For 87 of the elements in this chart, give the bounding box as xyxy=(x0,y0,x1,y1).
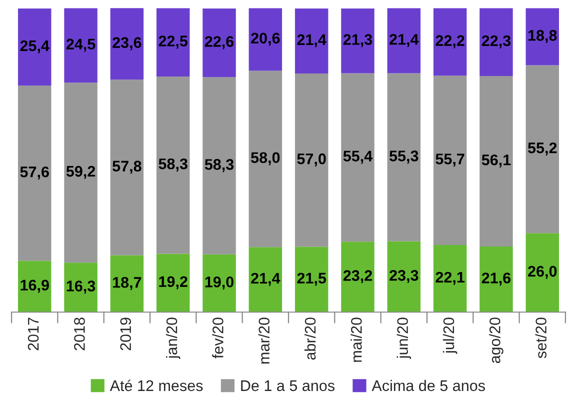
data-label: 23,2 xyxy=(343,270,372,284)
data-label: 21,5 xyxy=(297,272,326,286)
bar xyxy=(294,246,328,312)
bar xyxy=(480,8,513,76)
bar xyxy=(202,77,236,254)
bar xyxy=(526,233,559,312)
data-label: 57,6 xyxy=(20,166,49,180)
bar xyxy=(433,8,467,76)
bar xyxy=(248,70,282,248)
bar xyxy=(110,80,144,256)
data-label: 55,7 xyxy=(436,154,464,167)
data-label: 58,0 xyxy=(251,152,280,166)
bar xyxy=(64,262,98,312)
bar xyxy=(64,8,98,83)
x-tick-label: jun/20 xyxy=(396,318,412,359)
data-label: 25,4 xyxy=(20,40,50,54)
x-tick-label: abr/20 xyxy=(304,318,316,360)
bar xyxy=(480,76,513,246)
x-tick-label: mar/20 xyxy=(258,318,270,364)
legend-label: De 1 a 5 anos xyxy=(241,380,334,392)
data-label: 59,2 xyxy=(66,166,96,179)
bar xyxy=(248,247,282,312)
x-tick-label: fev/20 xyxy=(212,318,224,358)
data-label: 24,5 xyxy=(66,38,96,52)
bar xyxy=(18,86,52,261)
data-label: 58,3 xyxy=(204,159,234,172)
data-label: 57,0 xyxy=(297,153,326,166)
data-label: 22,5 xyxy=(158,36,188,49)
x-tick-label: jan/20 xyxy=(166,318,180,359)
data-label: 22,6 xyxy=(204,36,234,50)
data-label: 18,8 xyxy=(528,30,557,44)
bar xyxy=(387,241,421,312)
bar xyxy=(248,8,282,71)
x-tick-label: 2017 xyxy=(28,318,39,350)
bar xyxy=(64,82,98,263)
data-label: 20,6 xyxy=(251,32,280,46)
data-label: 19,2 xyxy=(159,276,188,290)
bar xyxy=(18,260,52,312)
bar xyxy=(387,8,421,74)
bar xyxy=(156,8,190,77)
bar xyxy=(341,242,374,312)
data-label: 57,8 xyxy=(112,160,142,174)
x-tick-label: 2019 xyxy=(120,318,132,350)
bar xyxy=(110,255,144,312)
bar xyxy=(202,8,236,78)
x-tick-label: jul/20 xyxy=(442,318,458,354)
x-tick-label: ago/20 xyxy=(489,318,504,364)
bar xyxy=(526,8,559,66)
data-label: 21,6 xyxy=(482,272,511,286)
data-label: 21,4 xyxy=(251,272,280,286)
data-label: 56,1 xyxy=(482,154,511,168)
data-label: 16,9 xyxy=(20,280,49,293)
bar xyxy=(433,76,467,245)
data-label: 23,6 xyxy=(112,37,142,50)
bar xyxy=(110,8,144,80)
x-tick-label: 2018 xyxy=(74,318,85,350)
bar xyxy=(156,254,190,312)
bar xyxy=(387,73,421,242)
data-label: 22,1 xyxy=(436,272,465,285)
data-label: 19,0 xyxy=(205,276,234,290)
data-label: 21,4 xyxy=(297,34,326,48)
bar xyxy=(341,8,374,74)
bar xyxy=(294,74,328,247)
data-label: 18,7 xyxy=(113,276,142,290)
data-label: 55,4 xyxy=(343,150,373,164)
data-label: 23,3 xyxy=(390,270,418,284)
data-label: 22,2 xyxy=(436,35,464,48)
data-label: 55,2 xyxy=(528,142,557,156)
data-label: 16,3 xyxy=(66,280,96,294)
data-label: 26,0 xyxy=(528,266,557,279)
bar xyxy=(480,246,513,312)
bar xyxy=(294,8,328,74)
bar xyxy=(341,73,374,242)
legend-label: Até 12 meses xyxy=(110,380,203,392)
bar xyxy=(202,254,236,312)
bar xyxy=(156,76,190,254)
data-label: 58,3 xyxy=(158,158,188,172)
bar xyxy=(18,8,52,86)
data-label: 55,3 xyxy=(390,150,418,164)
x-tick-label: set/20 xyxy=(535,318,546,358)
legend-label: Acima de 5 anos xyxy=(372,380,485,392)
x-tick-label: mai/20 xyxy=(350,318,362,362)
data-label: 21,4 xyxy=(390,34,419,47)
data-label: 22,3 xyxy=(482,35,511,48)
bar xyxy=(433,244,467,312)
bar xyxy=(526,65,559,234)
data-label: 21,3 xyxy=(343,34,372,48)
